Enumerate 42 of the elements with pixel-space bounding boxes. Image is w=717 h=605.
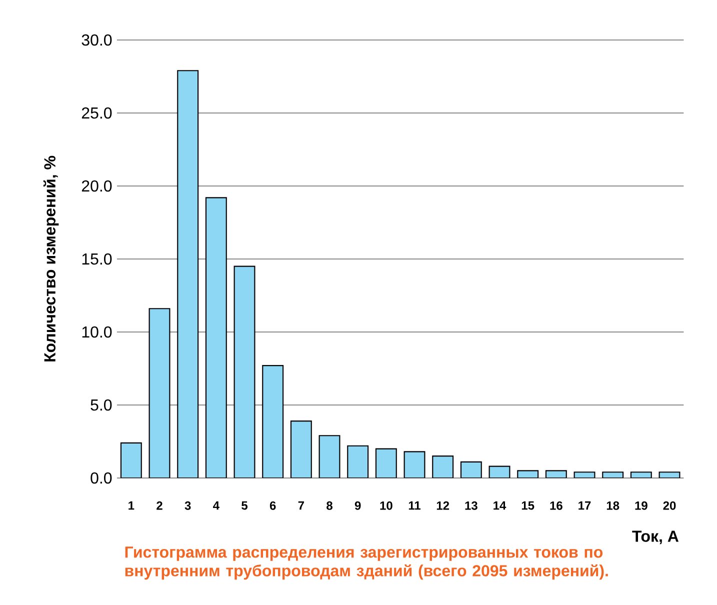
x-tick-label: 15 bbox=[522, 501, 534, 510]
bar bbox=[234, 266, 255, 478]
x-tick-label: 12 bbox=[436, 501, 450, 510]
x-tick-label: 11 bbox=[408, 501, 421, 510]
y-tick-label: 15.0 bbox=[82, 253, 112, 265]
bar bbox=[348, 446, 368, 478]
bar bbox=[120, 442, 142, 478]
x-tick-label: 20 bbox=[663, 501, 676, 510]
x-tick-label: 14 bbox=[494, 501, 506, 510]
bar bbox=[206, 198, 226, 478]
x-axis-title: Ток, А bbox=[632, 530, 679, 544]
x-tick-label: 17 bbox=[578, 501, 591, 510]
y-tick-label: 20.0 bbox=[82, 180, 112, 192]
x-tick-label: 6 bbox=[270, 501, 276, 510]
bar bbox=[404, 452, 425, 478]
x-tick-label: 13 bbox=[465, 501, 478, 510]
y-tick-label: 10.0 bbox=[82, 326, 112, 338]
x-tick-label: 7 bbox=[298, 501, 304, 510]
y-tick-label: 0.0 bbox=[90, 472, 112, 484]
x-tick-label: 19 bbox=[635, 501, 648, 510]
x-tick-label: 2 bbox=[156, 501, 162, 510]
x-tick-label: 4 bbox=[213, 501, 220, 510]
bar bbox=[319, 436, 340, 478]
bar bbox=[262, 366, 284, 478]
y-tick-label: 30.0 bbox=[82, 34, 112, 46]
y-tick-label: 25.0 bbox=[82, 107, 112, 119]
y-tick-label: 5.0 bbox=[90, 399, 112, 411]
text: Гистограмма распределения зарегистрированных токов по внутренним трубопроводам зданий (всего 2095 измерений). bbox=[125, 546, 608, 580]
bar bbox=[432, 456, 454, 478]
x-tick-label: 5 bbox=[242, 501, 248, 510]
bar bbox=[149, 308, 170, 478]
x-tick-label: 10 bbox=[380, 501, 392, 510]
x-tick-label: 3 bbox=[184, 501, 191, 510]
x-tick-label: 18 bbox=[606, 501, 620, 510]
bar bbox=[290, 421, 312, 478]
x-tick-label: 1 bbox=[128, 501, 134, 510]
y-axis-title: Количество измерений, % bbox=[43, 156, 59, 362]
bar bbox=[178, 70, 198, 478]
x-tick-label: 16 bbox=[550, 501, 562, 510]
x-tick-label: 9 bbox=[354, 501, 361, 510]
bar bbox=[376, 448, 396, 478]
x-tick-label: 8 bbox=[326, 501, 332, 510]
